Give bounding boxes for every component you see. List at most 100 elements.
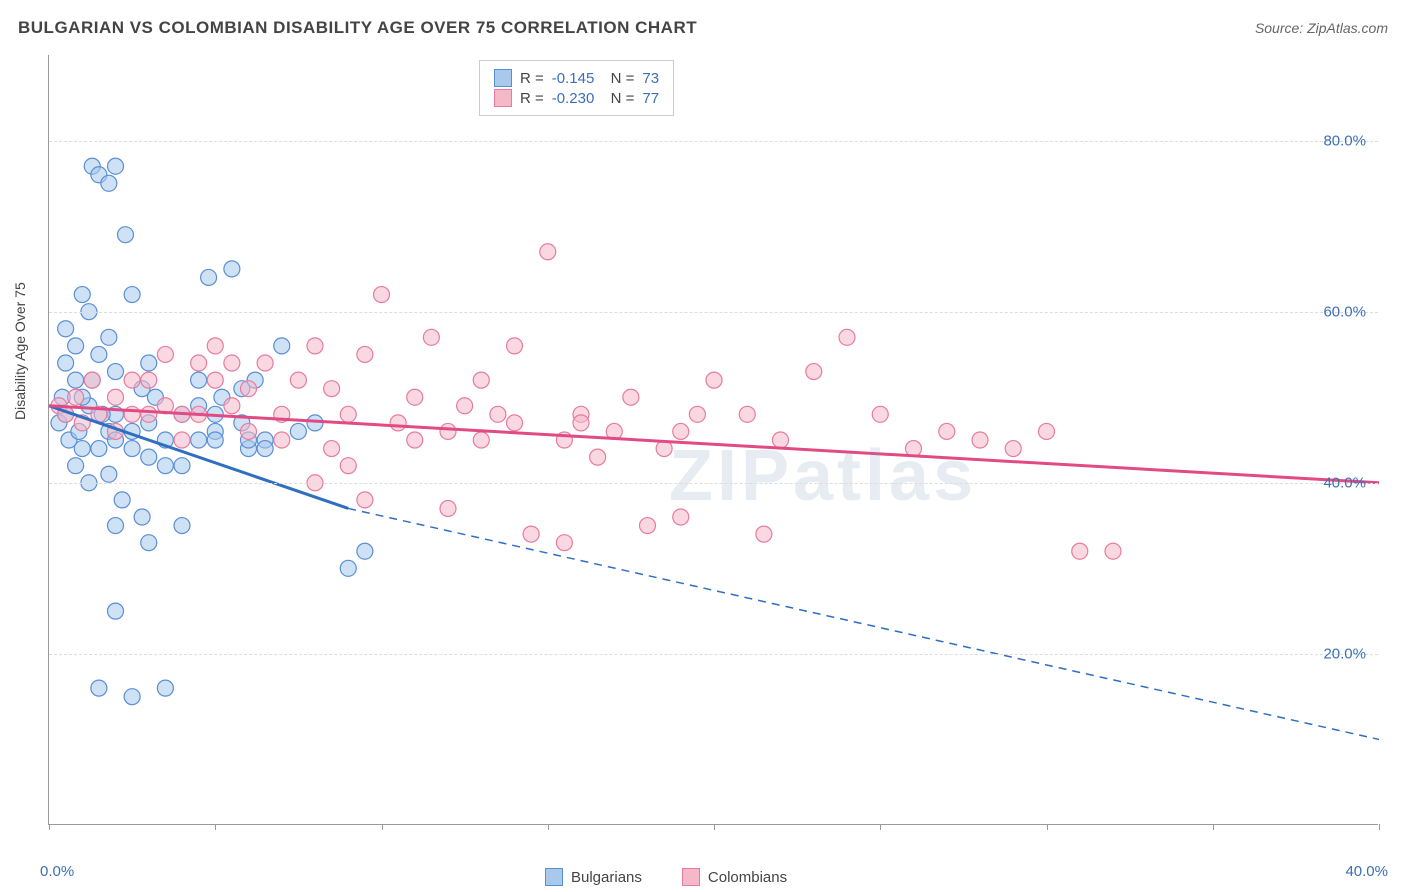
xtick-mark bbox=[215, 824, 216, 830]
scatter-point bbox=[224, 355, 240, 371]
xtick-mark bbox=[49, 824, 50, 830]
scatter-point bbox=[340, 406, 356, 422]
scatter-point bbox=[241, 381, 257, 397]
swatch-bulgarians bbox=[545, 868, 563, 886]
r-label: R = bbox=[520, 90, 544, 107]
scatter-point bbox=[340, 560, 356, 576]
scatter-point bbox=[673, 423, 689, 439]
scatter-point bbox=[274, 338, 290, 354]
scatter-point bbox=[390, 415, 406, 431]
r-label: R = bbox=[520, 70, 544, 87]
x-axis-min: 0.0% bbox=[40, 863, 74, 880]
legend-item-colombians: Colombians bbox=[682, 868, 787, 886]
scatter-point bbox=[124, 287, 140, 303]
source-label: Source: ZipAtlas.com bbox=[1255, 20, 1388, 36]
scatter-point bbox=[124, 689, 140, 705]
scatter-point bbox=[108, 158, 124, 174]
scatter-point bbox=[357, 346, 373, 362]
scatter-point bbox=[68, 389, 84, 405]
scatter-point bbox=[224, 398, 240, 414]
x-axis-max: 40.0% bbox=[1345, 863, 1388, 880]
scatter-point bbox=[191, 355, 207, 371]
scatter-point bbox=[141, 449, 157, 465]
scatter-point bbox=[739, 406, 755, 422]
scatter-point bbox=[457, 398, 473, 414]
scatter-point bbox=[357, 492, 373, 508]
scatter-point bbox=[523, 526, 539, 542]
ytick-label: 80.0% bbox=[1323, 132, 1366, 149]
scatter-point bbox=[207, 338, 223, 354]
n-label: N = bbox=[602, 90, 634, 107]
series-legend: Bulgarians Colombians bbox=[545, 868, 787, 886]
legend-label: Bulgarians bbox=[571, 869, 642, 886]
chart-title: BULGARIAN VS COLOMBIAN DISABILITY AGE OV… bbox=[18, 18, 697, 38]
scatter-point bbox=[556, 535, 572, 551]
scatter-point bbox=[74, 287, 90, 303]
scatter-point bbox=[290, 423, 306, 439]
y-axis-label: Disability Age Over 75 bbox=[12, 282, 28, 420]
scatter-point bbox=[141, 355, 157, 371]
n-label: N = bbox=[602, 70, 634, 87]
scatter-point bbox=[939, 423, 955, 439]
scatter-point bbox=[324, 381, 340, 397]
scatter-point bbox=[207, 432, 223, 448]
scatter-point bbox=[507, 338, 523, 354]
scatter-point bbox=[201, 269, 217, 285]
gridline bbox=[49, 141, 1378, 142]
scatter-point bbox=[108, 518, 124, 534]
scatter-point bbox=[141, 372, 157, 388]
scatter-point bbox=[74, 441, 90, 457]
xtick-mark bbox=[714, 824, 715, 830]
ytick-label: 60.0% bbox=[1323, 303, 1366, 320]
scatter-point bbox=[324, 441, 340, 457]
swatch-colombians bbox=[682, 868, 700, 886]
scatter-point bbox=[274, 432, 290, 448]
r-value: -0.145 bbox=[552, 70, 595, 87]
scatter-point bbox=[174, 432, 190, 448]
xtick-mark bbox=[1213, 824, 1214, 830]
chart-svg bbox=[49, 55, 1378, 824]
scatter-point bbox=[141, 535, 157, 551]
scatter-point bbox=[224, 261, 240, 277]
plot-area: R = -0.145 N = 73 R = -0.230 N = 77 ZIPa… bbox=[48, 55, 1378, 825]
xtick-mark bbox=[382, 824, 383, 830]
scatter-point bbox=[91, 441, 107, 457]
scatter-point bbox=[108, 364, 124, 380]
scatter-point bbox=[157, 458, 173, 474]
swatch-colombians bbox=[494, 89, 512, 107]
scatter-point bbox=[101, 329, 117, 345]
legend-item-bulgarians: Bulgarians bbox=[545, 868, 642, 886]
scatter-point bbox=[407, 389, 423, 405]
scatter-point bbox=[357, 543, 373, 559]
scatter-point bbox=[91, 346, 107, 362]
correlation-legend: R = -0.145 N = 73 R = -0.230 N = 77 bbox=[479, 60, 674, 116]
scatter-point bbox=[157, 680, 173, 696]
scatter-point bbox=[241, 423, 257, 439]
scatter-point bbox=[108, 389, 124, 405]
scatter-point bbox=[473, 372, 489, 388]
scatter-point bbox=[1105, 543, 1121, 559]
scatter-point bbox=[1072, 543, 1088, 559]
scatter-point bbox=[134, 509, 150, 525]
scatter-point bbox=[58, 355, 74, 371]
scatter-point bbox=[68, 372, 84, 388]
scatter-point bbox=[157, 346, 173, 362]
scatter-point bbox=[440, 423, 456, 439]
scatter-point bbox=[117, 227, 133, 243]
trend-line-dashed bbox=[348, 508, 1379, 739]
gridline bbox=[49, 654, 1378, 655]
scatter-point bbox=[68, 338, 84, 354]
scatter-point bbox=[207, 372, 223, 388]
n-value: 73 bbox=[642, 70, 659, 87]
scatter-point bbox=[673, 509, 689, 525]
scatter-point bbox=[623, 389, 639, 405]
scatter-point bbox=[101, 175, 117, 191]
scatter-point bbox=[507, 415, 523, 431]
ytick-label: 40.0% bbox=[1323, 474, 1366, 491]
scatter-point bbox=[706, 372, 722, 388]
scatter-point bbox=[540, 244, 556, 260]
scatter-point bbox=[191, 432, 207, 448]
scatter-point bbox=[257, 355, 273, 371]
scatter-point bbox=[91, 680, 107, 696]
gridline bbox=[49, 312, 1378, 313]
